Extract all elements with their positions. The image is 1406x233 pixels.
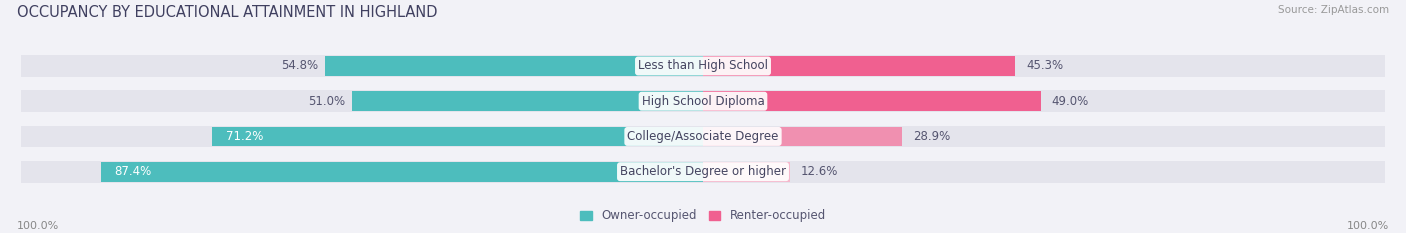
Bar: [21, 126, 1385, 147]
Text: 51.0%: 51.0%: [308, 95, 344, 108]
Text: 71.2%: 71.2%: [226, 130, 264, 143]
Bar: [352, 91, 703, 111]
Text: Bachelor's Degree or higher: Bachelor's Degree or higher: [620, 165, 786, 178]
Bar: [703, 56, 1015, 76]
Text: OCCUPANCY BY EDUCATIONAL ATTAINMENT IN HIGHLAND: OCCUPANCY BY EDUCATIONAL ATTAINMENT IN H…: [17, 5, 437, 20]
Bar: [325, 56, 703, 76]
Text: 45.3%: 45.3%: [1026, 59, 1063, 72]
Text: 87.4%: 87.4%: [115, 165, 152, 178]
Text: 54.8%: 54.8%: [281, 59, 319, 72]
Bar: [212, 127, 703, 146]
Text: 49.0%: 49.0%: [1052, 95, 1088, 108]
Bar: [21, 161, 1385, 183]
Bar: [21, 55, 1385, 77]
Bar: [101, 162, 703, 182]
Text: Less than High School: Less than High School: [638, 59, 768, 72]
Text: 100.0%: 100.0%: [1347, 221, 1389, 231]
Text: 28.9%: 28.9%: [912, 130, 950, 143]
Bar: [703, 91, 1040, 111]
Bar: [703, 162, 790, 182]
Text: Source: ZipAtlas.com: Source: ZipAtlas.com: [1278, 5, 1389, 15]
Text: 100.0%: 100.0%: [17, 221, 59, 231]
Text: 12.6%: 12.6%: [801, 165, 838, 178]
Legend: Owner-occupied, Renter-occupied: Owner-occupied, Renter-occupied: [578, 207, 828, 225]
Bar: [21, 90, 1385, 112]
Bar: [703, 127, 903, 146]
Text: College/Associate Degree: College/Associate Degree: [627, 130, 779, 143]
Text: High School Diploma: High School Diploma: [641, 95, 765, 108]
